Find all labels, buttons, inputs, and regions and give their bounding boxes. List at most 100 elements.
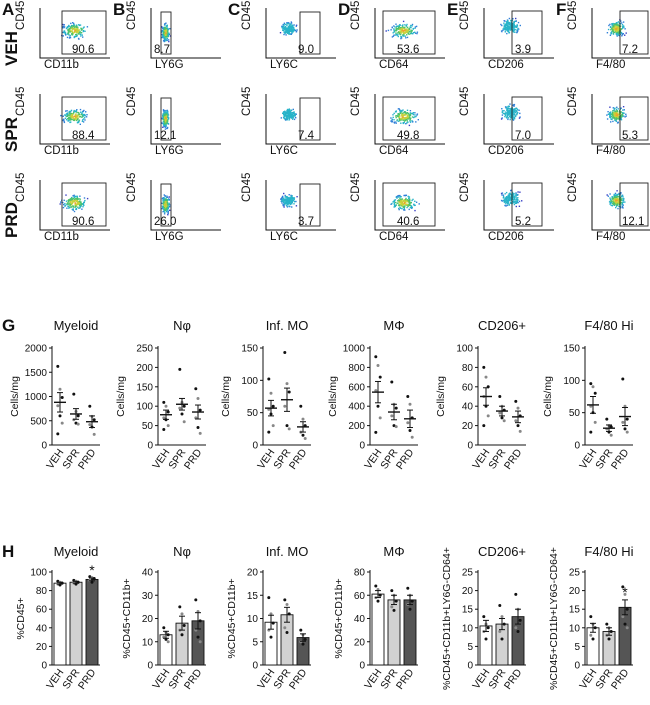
facs-event [402,203,404,205]
facs-event [617,32,620,35]
facs-event [504,200,506,202]
facs-event [73,194,75,196]
facs-event [78,120,80,123]
facs-event [78,207,80,209]
facs-event [509,26,512,28]
facs-gate-percent: 26.0 [154,216,177,228]
facs-event [166,36,169,38]
facs-event [622,109,624,111]
facs-event [506,21,508,23]
facs-event [64,205,66,207]
facs-event [404,35,406,37]
facs-event [609,111,611,114]
facs-event [399,203,401,205]
y-tick-label: 0 [252,661,258,672]
facs-event [399,111,401,113]
chart-title: CD206+ [478,544,526,559]
facs-event [72,117,74,119]
facs-event [411,30,413,32]
facs-event [393,206,395,208]
facs-event [407,112,409,114]
facs-gate-percent: 12.1 [622,216,645,228]
facs-event [618,198,620,200]
facs-event [163,206,165,209]
facs-event [167,112,169,115]
facs-event [64,204,66,207]
facs-event [397,113,399,115]
facs-event [63,26,66,28]
facs-event [512,193,514,196]
facs-event [403,207,405,210]
facs-axes [483,180,554,231]
facs-event [81,112,83,114]
data-point [58,414,62,418]
y-tick-label: 15 [462,605,474,616]
facs-event [613,203,615,205]
data-point [514,419,518,423]
facs-event [283,204,285,207]
facs-event [405,123,407,125]
y-tick-label: 0 [252,441,258,452]
facs-gate-percent: 53.6 [397,44,420,56]
facs-event [404,201,407,203]
y-tick-label: 20 [247,568,259,579]
facs-event [285,201,287,203]
facs-event [289,110,292,113]
y-tick-label: 25 [569,568,581,579]
facs-event [500,199,503,202]
facs-event [167,114,169,116]
facs-event [395,32,397,34]
data-point [621,377,625,381]
facs-event [161,205,164,207]
facs-event [280,198,282,200]
facs-plot: CD45 CD11b 90.6 [15,1,110,71]
facs-event [515,205,517,208]
facs-event [165,34,167,36]
facs-event [164,40,166,42]
facs-event [504,113,506,115]
facs-axes [265,8,336,59]
facs-event [397,26,400,28]
facs-event [161,26,163,28]
facs-event [283,29,286,31]
facs-event [403,121,405,124]
facs-event [393,119,395,121]
facs-event [165,117,167,119]
facs-event [403,32,405,34]
facs-event [285,30,287,32]
facs-event [166,26,168,28]
facs-event [405,197,407,200]
facs-event [407,205,409,208]
facs-event [165,118,168,121]
facs-event [166,210,168,213]
facs-plot: CD45 F4/80 5.3 [567,87,650,157]
facs-event [65,119,68,121]
facs-event [76,26,78,28]
y-tick-label: 20 [36,642,48,653]
facs-event [293,199,295,202]
facs-event [613,195,616,197]
facs-event [76,25,78,27]
facs-plot: CD45 CD206 7.0 [459,87,554,157]
facs-event [62,118,65,121]
facs-gate-percent: 7.2 [622,44,638,56]
facs-event [295,31,298,33]
data-point [500,637,504,641]
facs-event [611,23,614,25]
data-point [378,416,382,420]
facs-xlabel: CD64 [379,231,409,243]
facs-event [505,191,508,194]
facs-event [609,116,611,119]
facs-event [408,116,411,118]
data-point [88,404,92,408]
facs-event [165,119,167,121]
facs-event [394,199,397,201]
facs-event [77,114,80,116]
facs-event [66,207,68,209]
facs-event [397,35,399,38]
facs-event [68,119,70,122]
data-point [500,416,504,420]
facs-event [86,26,89,28]
facs-event [291,114,293,116]
facs-event [162,120,165,123]
